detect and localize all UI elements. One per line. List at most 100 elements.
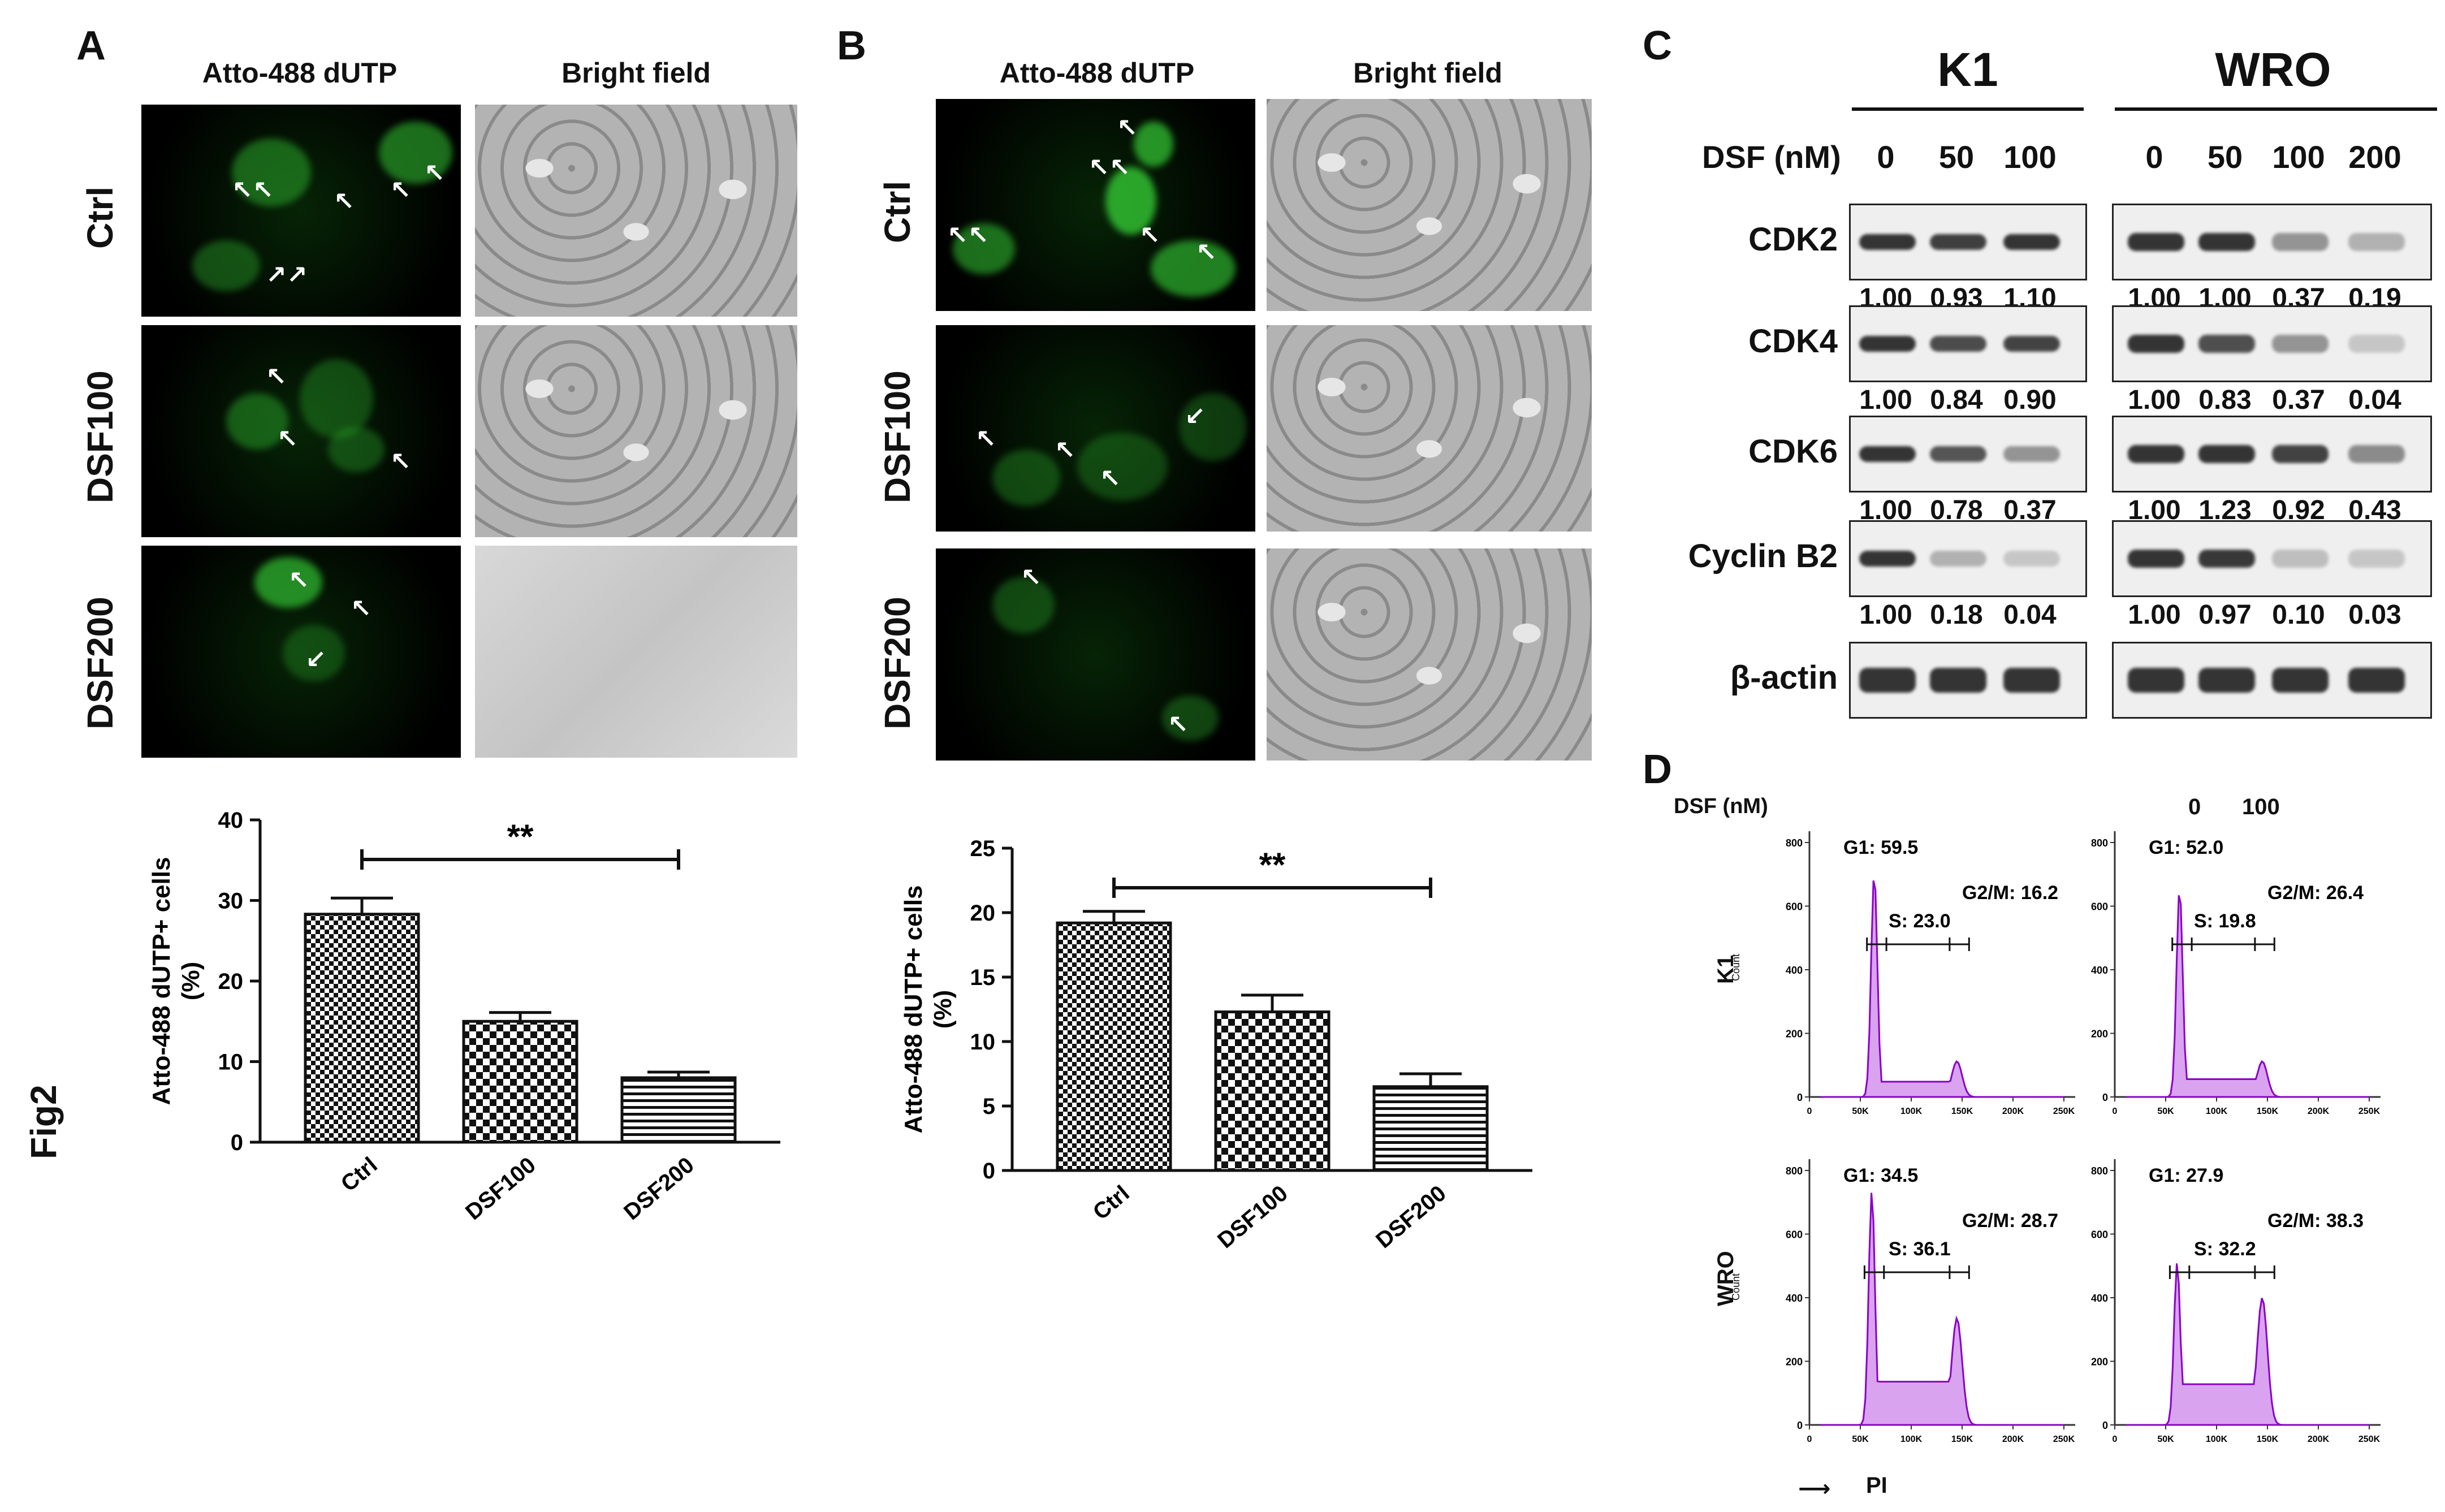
wb-k1-quant: 0.04 (2003, 600, 2057, 630)
wb-band (2272, 445, 2329, 463)
wb-k1-dose: 100 (2003, 139, 2057, 175)
flow-ytick: 800 (2091, 837, 2108, 849)
ca-ytick: 30 (218, 889, 244, 914)
flow-ytick: 600 (1786, 1229, 1803, 1241)
cb-ytick: 10 (970, 1030, 996, 1055)
ca-ylabel: Atto-488 dUTP+ cells (148, 857, 175, 1105)
flow-xtick: 50K (1852, 1107, 1869, 1116)
flow-ytick: 800 (1786, 837, 1803, 849)
flow-xtick: 100K (1900, 1107, 1923, 1116)
panel-d-xlabel: PI (1866, 1473, 1887, 1498)
wb-band (2272, 233, 2329, 251)
flow-panel-2: 0 200 400 600 800 0 50K 100K 150K 200K 250K G1: 34.… (1786, 1159, 2075, 1444)
cb-ytick: 20 (970, 901, 996, 926)
wb-wro-blot (2112, 520, 2432, 597)
wb-band (2003, 234, 2060, 250)
wb-wro-quant: 0.04 (2348, 385, 2401, 415)
ca-xtick-DSF200: DSF200 (619, 1152, 699, 1225)
panel-a-row-label-1: Ctrl (80, 186, 120, 249)
flow-ytick: 200 (2091, 1029, 2108, 1040)
flow-xtick: 150K (2257, 1435, 2279, 1444)
wb-band (2128, 550, 2184, 568)
flow-g1-label: G1: 52.0 (2149, 837, 2223, 858)
panel-a-fluor-dsf200: ↖ ↖ ↙ (141, 546, 461, 758)
flow-g1-label: G1: 59.5 (1843, 837, 1918, 858)
wb-k1-blot (1849, 520, 2087, 597)
flow-ytick: 600 (2091, 1229, 2108, 1241)
flow-xtick: 150K (1951, 1107, 1973, 1116)
wb-band (2198, 550, 2255, 568)
panel-c-wro-header: WRO (2215, 43, 2331, 96)
wb-band (1859, 551, 1916, 567)
panel-d-arrow: ⟶ (1798, 1476, 1831, 1501)
wb-wro-blot (2112, 305, 2432, 382)
ca-ytick: 0 (231, 1130, 243, 1155)
panel-d-dose-100-label: 100 (2242, 794, 2280, 819)
wb-band (1930, 446, 1986, 462)
flow-xtick: 0 (2113, 1107, 2118, 1116)
panel-c-k1-underline (1852, 107, 2084, 111)
flow-g2m-label: G2/M: 28.7 (1962, 1210, 2058, 1232)
ca-xtick-Ctrl: Ctrl (336, 1152, 382, 1196)
cb-xtick-DSF100: DSF100 (1213, 1181, 1293, 1253)
panel-a-col1-header: Atto-488 dUTP (202, 57, 398, 89)
wb-wro-dose: 200 (2348, 139, 2401, 175)
wb-band (2128, 445, 2184, 463)
flow-ytick: 800 (1786, 1165, 1803, 1177)
wb-band (2003, 446, 2060, 462)
flow-xtick: 50K (2157, 1107, 2174, 1116)
wb-k1-quant: 0.84 (1930, 385, 1983, 415)
wb-wro-quant: 0.37 (2272, 385, 2325, 415)
ca-bar-DSF100 (462, 1019, 578, 1144)
wb-protein-label: Cyclin B2 (1688, 538, 1838, 574)
panel-b-row-label-2: DSF100 (877, 370, 918, 503)
wb-k1-actin (1849, 642, 2087, 719)
cb-bar-DSF100 (1214, 1010, 1331, 1172)
panel-b-row-label-1: Ctrl (877, 180, 918, 243)
flow-s-label: S: 23.0 (1889, 910, 1951, 932)
wb-band (1859, 668, 1916, 693)
wb-k1-dose: 0 (1877, 139, 1895, 175)
cb-sig-label: ** (1259, 846, 1286, 884)
flow-xtick: 200K (2002, 1435, 2024, 1444)
wb-wro-dose: 100 (2272, 139, 2325, 175)
panel-b-col1-header: Atto-488 dUTP (999, 57, 1195, 89)
wb-band (1859, 336, 1916, 352)
panel-b-fluor-dsf100: ↖ ↖ ↖ ↙ (936, 325, 1255, 532)
wb-band (2128, 233, 2184, 251)
wb-band (2348, 233, 2405, 251)
panel-c-letter: C (1643, 23, 1672, 68)
cb-ylabel: (%) (929, 990, 957, 1029)
wb-band (1859, 234, 1916, 250)
wb-band (2128, 335, 2184, 353)
wb-band (2003, 336, 2060, 352)
flow-ytick: 0 (1797, 1420, 1803, 1431)
panel-b-fluor-dsf200: ↖ ↖ (936, 548, 1255, 761)
cb-xtick-DSF200: DSF200 (1371, 1181, 1451, 1253)
ca-bar-DSF200 (620, 1076, 737, 1144)
cb-bar-Ctrl (1056, 921, 1172, 1172)
flow-histogram-curve (2126, 1263, 2369, 1426)
wb-wro-quant: 0.97 (2198, 600, 2252, 630)
flow-ytick: 200 (2091, 1357, 2108, 1368)
wb-protein-label: CDK4 (1748, 323, 1838, 360)
panel-a-fluor-dsf100: ↖ ↖ ↖ (141, 325, 461, 537)
wb-band (1930, 336, 1986, 352)
cb-ytick: 0 (983, 1159, 995, 1183)
cb-ytick: 25 (970, 836, 996, 861)
flow-xtick: 200K (2308, 1435, 2330, 1444)
flow-ytick: 400 (1786, 1293, 1803, 1304)
flow-xtick: 200K (2308, 1107, 2330, 1116)
flow-xtick: 250K (2053, 1435, 2075, 1444)
wb-band (1930, 551, 1986, 567)
panel-a-col2-header: Bright field (561, 57, 711, 89)
wb-wro-actin (2112, 642, 2432, 719)
flow-histograms: 0 200 400 600 800 0 50K 100K 150K 200K 250K G1: 59.… (1786, 831, 2381, 1444)
wb-band (2348, 550, 2405, 568)
figure-side-label: Fig2 (23, 1085, 64, 1159)
wb-wro-quant: 1.00 (2128, 600, 2181, 630)
panel-a-fluor-ctrl: ↖↖ ↖ ↖ ↖ ↗↗ (141, 105, 461, 317)
flow-g2m-label: G2/M: 16.2 (1962, 882, 2058, 904)
wb-band (1930, 668, 1986, 693)
flow-panel-1: 0 200 400 600 800 0 50K 100K 150K 200K 250K G1: 52.… (2091, 831, 2381, 1116)
